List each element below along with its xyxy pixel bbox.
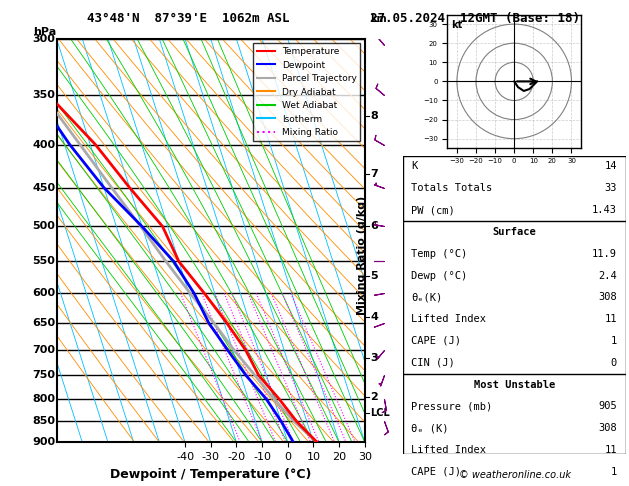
Text: Surface: Surface — [493, 227, 536, 237]
Text: 3: 3 — [370, 353, 378, 363]
Text: 7: 7 — [370, 170, 378, 179]
Text: © weatheronline.co.uk: © weatheronline.co.uk — [459, 470, 571, 480]
Text: 5: 5 — [370, 271, 378, 281]
Text: CAPE (J): CAPE (J) — [411, 467, 462, 477]
X-axis label: Dewpoint / Temperature (°C): Dewpoint / Temperature (°C) — [110, 468, 311, 481]
Text: 550: 550 — [33, 257, 55, 266]
Text: kt: kt — [451, 20, 462, 30]
Text: 2: 2 — [370, 392, 378, 402]
Text: θₑ (K): θₑ (K) — [411, 423, 449, 433]
Text: 14: 14 — [604, 161, 617, 172]
Text: 400: 400 — [32, 139, 55, 150]
Text: 0: 0 — [611, 358, 617, 368]
Text: Pressure (mb): Pressure (mb) — [411, 401, 493, 412]
Text: 308: 308 — [598, 423, 617, 433]
Text: 350: 350 — [33, 90, 55, 101]
Text: θₑ(K): θₑ(K) — [411, 293, 443, 302]
Text: 650: 650 — [32, 318, 55, 328]
Text: 4: 4 — [370, 312, 378, 322]
Text: 33: 33 — [604, 183, 617, 193]
Text: 900: 900 — [32, 437, 55, 447]
Text: km: km — [370, 14, 387, 24]
Text: 1: 1 — [611, 336, 617, 346]
Text: 300: 300 — [33, 34, 55, 44]
Text: 27.05.2024  12GMT (Base: 18): 27.05.2024 12GMT (Base: 18) — [370, 12, 580, 25]
Text: 6: 6 — [370, 222, 378, 231]
Text: K: K — [411, 161, 418, 172]
Text: 308: 308 — [598, 293, 617, 302]
Text: Dewp (°C): Dewp (°C) — [411, 271, 468, 280]
Text: hPa: hPa — [33, 27, 57, 36]
Text: 600: 600 — [32, 288, 55, 298]
Text: CIN (J): CIN (J) — [411, 358, 455, 368]
Text: 11.9: 11.9 — [592, 249, 617, 259]
Text: 750: 750 — [32, 370, 55, 381]
Legend: Temperature, Dewpoint, Parcel Trajectory, Dry Adiabat, Wet Adiabat, Isotherm, Mi: Temperature, Dewpoint, Parcel Trajectory… — [253, 43, 360, 141]
Text: 450: 450 — [32, 183, 55, 193]
Text: 700: 700 — [32, 345, 55, 355]
Text: Mixing Ratio (g/kg): Mixing Ratio (g/kg) — [357, 195, 367, 315]
Text: 500: 500 — [33, 222, 55, 231]
Text: PW (cm): PW (cm) — [411, 205, 455, 215]
Text: 43°48'N  87°39'E  1062m ASL: 43°48'N 87°39'E 1062m ASL — [87, 12, 290, 25]
Text: 2.4: 2.4 — [598, 271, 617, 280]
Text: 11: 11 — [604, 314, 617, 324]
Text: Totals Totals: Totals Totals — [411, 183, 493, 193]
Text: 11: 11 — [604, 445, 617, 455]
Text: CAPE (J): CAPE (J) — [411, 336, 462, 346]
Text: Most Unstable: Most Unstable — [474, 380, 555, 390]
Text: 8: 8 — [370, 111, 378, 121]
Text: Lifted Index: Lifted Index — [411, 445, 486, 455]
Text: 1.43: 1.43 — [592, 205, 617, 215]
Text: 800: 800 — [32, 394, 55, 404]
Text: Temp (°C): Temp (°C) — [411, 249, 468, 259]
Text: Lifted Index: Lifted Index — [411, 314, 486, 324]
Text: LCL: LCL — [370, 408, 390, 417]
Text: 905: 905 — [598, 401, 617, 412]
Text: 1: 1 — [611, 467, 617, 477]
Text: ASL: ASL — [370, 0, 391, 2]
Text: 850: 850 — [32, 417, 55, 426]
